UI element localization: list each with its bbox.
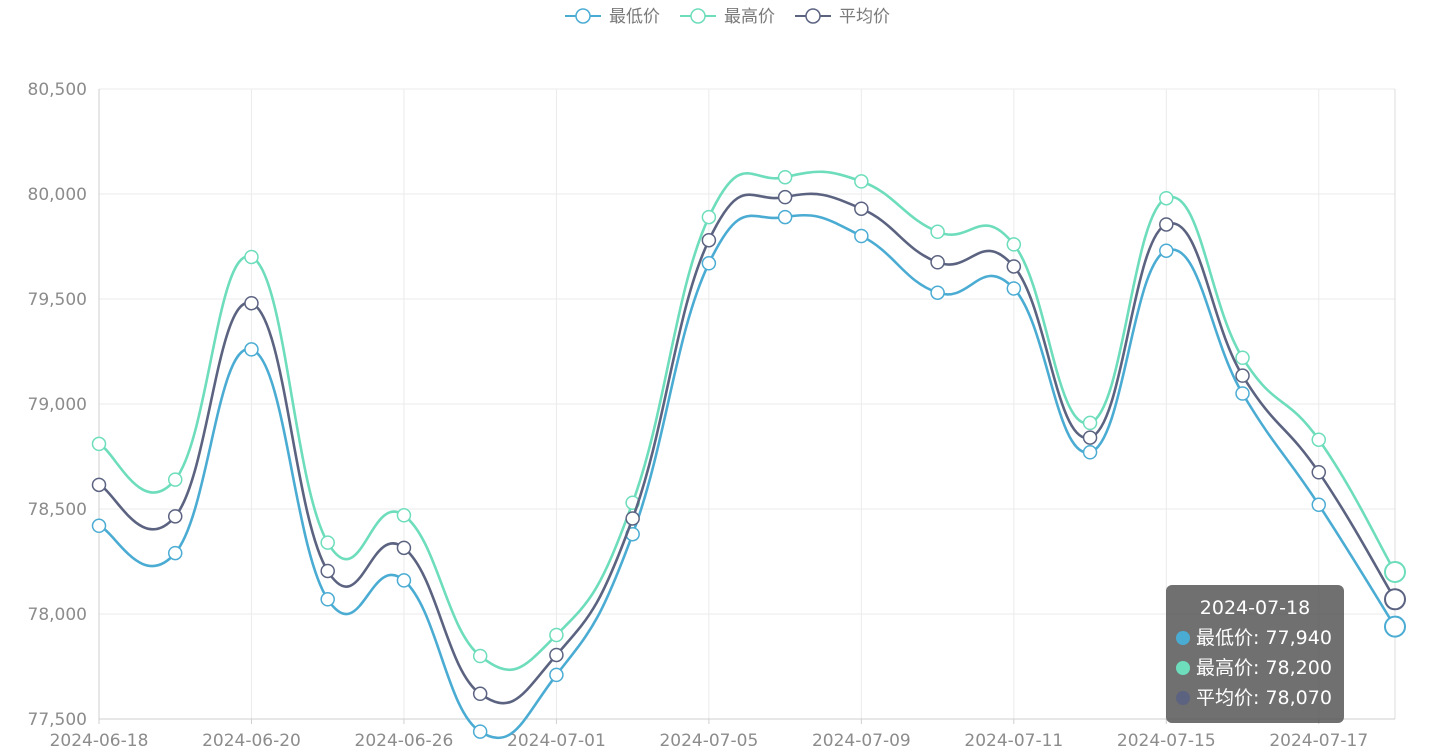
legend-marker-avg	[805, 8, 821, 24]
series-min	[91, 209, 1406, 739]
data-point-max-10[interactable]	[854, 174, 869, 189]
series-layer	[91, 169, 1406, 739]
data-point-min-12[interactable]	[1006, 281, 1022, 296]
tooltip-row-min: 最低价: 77,940	[1176, 623, 1334, 653]
data-point-max-4[interactable]	[396, 508, 412, 523]
data-point-max-2[interactable]	[244, 249, 259, 265]
data-point-avg-11[interactable]	[930, 255, 945, 270]
tooltip-label-max: 最高价: 78,200	[1196, 657, 1332, 679]
data-point-max-6[interactable]	[549, 627, 564, 643]
data-point-avg-16[interactable]	[1311, 465, 1327, 480]
y-tick-label-0: 77,500	[28, 710, 87, 730]
x-tick-label-8: 2024-07-17	[1269, 731, 1368, 751]
y-tick-label-6: 80,500	[28, 80, 87, 100]
x-tick-label-2: 2024-06-26	[355, 731, 454, 751]
tooltip-row-avg: 平均价: 78,070	[1176, 683, 1334, 713]
data-point-max-12[interactable]	[1006, 237, 1022, 252]
data-point-min-5[interactable]	[472, 724, 488, 739]
data-point-avg-10[interactable]	[854, 201, 869, 216]
tooltip-dot-min	[1176, 631, 1190, 645]
data-point-max-5[interactable]	[472, 648, 488, 664]
data-point-min-9[interactable]	[777, 209, 793, 225]
data-point-max-0[interactable]	[91, 436, 107, 452]
tooltip-label-avg: 平均价: 78,070	[1196, 687, 1332, 709]
data-point-avg-8[interactable]	[701, 232, 717, 248]
data-point-max-17[interactable]	[1384, 561, 1406, 583]
tooltip-label-min: 最低价: 77,940	[1196, 627, 1332, 649]
data-point-min-10[interactable]	[854, 228, 869, 244]
data-point-min-6[interactable]	[549, 667, 564, 683]
y-tick-label-1: 78,000	[28, 605, 87, 625]
series-max	[91, 169, 1406, 672]
data-point-avg-17[interactable]	[1384, 588, 1406, 611]
legend-marker-max	[690, 8, 706, 24]
data-point-avg-9[interactable]	[777, 189, 793, 205]
data-point-min-8[interactable]	[701, 256, 717, 271]
data-point-max-9[interactable]	[777, 169, 793, 185]
data-point-max-11[interactable]	[930, 224, 945, 240]
tooltip-date: 2024-07-18	[1199, 597, 1311, 619]
data-point-min-15[interactable]	[1235, 386, 1250, 401]
data-point-avg-14[interactable]	[1159, 217, 1174, 232]
series-avg	[91, 189, 1406, 705]
data-point-min-0[interactable]	[91, 518, 107, 534]
legend-marker-min	[575, 8, 591, 24]
data-point-min-3[interactable]	[320, 592, 335, 607]
data-point-max-1[interactable]	[167, 472, 183, 487]
data-point-min-16[interactable]	[1311, 497, 1327, 513]
data-point-max-13[interactable]	[1082, 415, 1098, 431]
data-point-avg-1[interactable]	[167, 509, 183, 524]
data-point-avg-3[interactable]	[320, 563, 335, 579]
data-point-min-2[interactable]	[244, 342, 259, 357]
data-point-min-11[interactable]	[930, 285, 945, 300]
x-tick-label-3: 2024-07-01	[507, 731, 606, 751]
x-tick-label-4: 2024-07-05	[659, 731, 758, 751]
data-point-avg-2[interactable]	[244, 295, 259, 311]
data-point-min-13[interactable]	[1082, 445, 1098, 460]
x-tick-label-1: 2024-06-20	[202, 731, 301, 751]
data-point-avg-5[interactable]	[472, 686, 488, 702]
data-point-min-17[interactable]	[1384, 615, 1406, 638]
data-point-avg-13[interactable]	[1082, 430, 1098, 445]
legend-label-avg: 平均价	[839, 7, 890, 27]
y-tick-label-2: 78,500	[28, 500, 87, 520]
tooltip-row-max: 最高价: 78,200	[1176, 653, 1334, 683]
tooltip-dot-max	[1176, 661, 1190, 675]
legend-item-max[interactable]: 最高价	[680, 7, 775, 27]
legend-label-max: 最高价	[724, 7, 775, 27]
data-point-min-1[interactable]	[167, 545, 183, 561]
x-tick-label-5: 2024-07-09	[812, 731, 911, 751]
data-point-min-14[interactable]	[1159, 243, 1174, 258]
axes: 77,500 78,000 78,500 79,000 79,500 80,000 80,5…	[28, 80, 1395, 751]
data-point-max-16[interactable]	[1311, 432, 1327, 447]
data-point-avg-12[interactable]	[1006, 259, 1022, 274]
x-tick-label-6: 2024-07-11	[964, 731, 1063, 751]
data-point-avg-0[interactable]	[91, 477, 107, 493]
data-point-max-14[interactable]	[1159, 190, 1174, 206]
legend-item-min[interactable]: 最低价	[565, 7, 660, 27]
legend[interactable]: 最低价 最高价 平均价	[565, 7, 890, 27]
legend-label-min: 最低价	[609, 7, 660, 27]
legend-item-avg[interactable]: 平均价	[795, 7, 890, 27]
data-point-max-15[interactable]	[1235, 350, 1250, 366]
data-point-avg-6[interactable]	[549, 647, 564, 663]
x-tick-label-7: 2024-07-15	[1117, 731, 1216, 751]
data-point-avg-4[interactable]	[396, 540, 412, 556]
data-point-min-4[interactable]	[396, 573, 412, 588]
tooltip-dot-avg	[1176, 691, 1190, 705]
tooltip: 2024-07-18 最低价: 77,940 最高价: 78,200 平均价: …	[1166, 585, 1344, 723]
data-point-max-8[interactable]	[701, 209, 717, 225]
x-tick-label-0: 2024-06-18	[50, 731, 149, 751]
y-tick-label-3: 79,000	[28, 395, 87, 415]
y-tick-label-4: 79,500	[28, 290, 87, 310]
data-point-max-3[interactable]	[320, 535, 335, 550]
data-point-avg-15[interactable]	[1235, 368, 1250, 383]
y-tick-label-5: 80,000	[28, 185, 87, 205]
data-point-avg-7[interactable]	[625, 511, 640, 526]
